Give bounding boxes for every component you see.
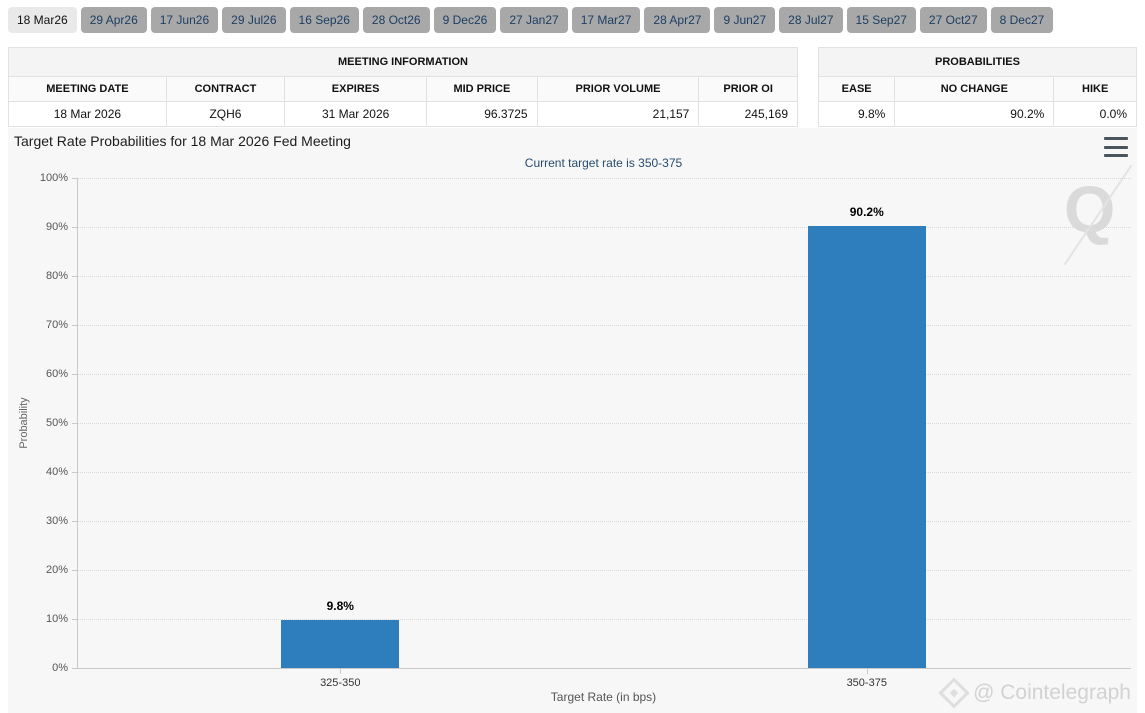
- y-gridline: [78, 276, 1131, 277]
- y-tick: [72, 570, 77, 571]
- x-tick-label: 350-375: [846, 677, 887, 689]
- y-tick-label: 30%: [45, 515, 68, 527]
- mid-price-value: 96.3725: [426, 101, 538, 127]
- y-tick-label: 50%: [45, 417, 68, 429]
- tab-29apr26[interactable]: 29 Apr26: [80, 7, 147, 33]
- x-axis-title: Target Rate (in bps): [550, 690, 657, 704]
- col-ease: EASE: [817, 76, 896, 102]
- y-gridline: [78, 374, 1131, 375]
- y-gridline: [78, 619, 1131, 620]
- brand-watermark: @ Cointelegraph: [938, 677, 1131, 709]
- y-tick-label: 80%: [45, 270, 68, 282]
- y-tick-label: 20%: [45, 564, 68, 576]
- bar-value-label: 90.2%: [849, 205, 884, 220]
- ease-value: 9.8%: [817, 101, 896, 127]
- prior-volume-value: 21,157: [536, 101, 700, 127]
- tab-9jun27[interactable]: 9 Jun27: [714, 7, 776, 33]
- y-gridline: [78, 423, 1131, 424]
- bar-350-375[interactable]: [807, 226, 926, 668]
- meeting-date-value: 18 Mar 2026: [8, 101, 167, 127]
- y-tick-label: 40%: [45, 466, 68, 478]
- y-tick: [72, 374, 77, 375]
- y-tick: [72, 668, 77, 669]
- meeting-information-table: MEETING INFORMATION MEETING DATE CONTRAC…: [8, 47, 798, 127]
- table-row: 18 Mar 2026 ZQH6 31 Mar 2026 96.3725 21,…: [8, 101, 798, 127]
- col-meeting-date: MEETING DATE: [8, 76, 167, 102]
- table-row: 9.8% 90.2% 0.0%: [817, 101, 1137, 127]
- y-tick-label: 90%: [45, 221, 68, 233]
- col-expires: EXPIRES: [284, 76, 428, 102]
- bar-325-350[interactable]: [281, 619, 400, 668]
- chart-subtitle: Current target rate is 350-375: [524, 156, 683, 170]
- y-tick: [72, 178, 77, 179]
- tab-28apr27[interactable]: 28 Apr27: [644, 7, 711, 33]
- tab-29jul26[interactable]: 29 Jul26: [222, 7, 286, 33]
- y-tick-label: 10%: [45, 613, 68, 625]
- prior-oi-value: 245,169: [698, 101, 798, 127]
- cointelegraph-diamond-icon: [938, 677, 970, 709]
- quikstrike-q-watermark: Q: [1064, 172, 1115, 246]
- y-tick: [72, 276, 77, 277]
- x-tick: [866, 669, 868, 674]
- tab-18mar26[interactable]: 18 Mar26: [8, 7, 77, 33]
- tab-8dec27[interactable]: 8 Dec27: [990, 7, 1054, 33]
- y-tick-label: 70%: [45, 319, 68, 331]
- y-tick-label: 100%: [39, 172, 68, 184]
- y-gridline: [78, 178, 1131, 179]
- tab-16sep26[interactable]: 16 Sep26: [289, 7, 359, 33]
- plot-area: [77, 178, 1131, 669]
- y-gridline: [78, 570, 1131, 571]
- y-tick-label: 0%: [52, 662, 68, 674]
- target-rate-chart: Target Rate Probabilities for 18 Mar 202…: [8, 128, 1137, 713]
- col-hike: HIKE: [1053, 76, 1137, 102]
- y-gridline: [78, 227, 1131, 228]
- brand-watermark-label: @ Cointelegraph: [973, 681, 1131, 704]
- col-no-change: NO CHANGE: [894, 76, 1055, 102]
- y-tick-label: 60%: [45, 368, 68, 380]
- col-contract: CONTRACT: [165, 76, 286, 102]
- hike-value: 0.0%: [1053, 101, 1137, 127]
- y-tick: [72, 325, 77, 326]
- tab-17jun26[interactable]: 17 Jun26: [150, 7, 219, 33]
- x-tick: [340, 669, 342, 674]
- y-gridline: [78, 325, 1131, 326]
- col-prior-volume: PRIOR VOLUME: [536, 76, 700, 102]
- x-tick-label: 325-350: [320, 677, 361, 689]
- col-prior-oi: PRIOR OI: [698, 76, 798, 102]
- meeting-information-title: MEETING INFORMATION: [8, 47, 798, 77]
- no-change-value: 90.2%: [894, 101, 1055, 127]
- tab-27oct27[interactable]: 27 Oct27: [919, 7, 987, 33]
- tab-28jul27[interactable]: 28 Jul27: [779, 7, 843, 33]
- expires-value: 31 Mar 2026: [284, 101, 428, 127]
- tab-17mar27[interactable]: 17 Mar27: [571, 7, 641, 33]
- chart-title: Target Rate Probabilities for 18 Mar 202…: [14, 133, 351, 149]
- tab-27jan27[interactable]: 27 Jan27: [500, 7, 568, 33]
- tab-15sep27[interactable]: 15 Sep27: [846, 7, 916, 33]
- tab-9dec26[interactable]: 9 Dec26: [433, 7, 497, 33]
- y-tick: [72, 521, 77, 522]
- contract-value: ZQH6: [165, 101, 286, 127]
- meeting-date-tabbar: 18 Mar26 29 Apr26 17 Jun26 29 Jul26 16 S…: [8, 7, 1054, 33]
- y-gridline: [78, 472, 1131, 473]
- y-tick: [72, 619, 77, 620]
- y-gridline: [78, 521, 1131, 522]
- tab-28oct26[interactable]: 28 Oct26: [362, 7, 430, 33]
- y-tick: [72, 472, 77, 473]
- y-tick: [72, 227, 77, 228]
- y-tick: [72, 423, 77, 424]
- col-mid-price: MID PRICE: [426, 76, 538, 102]
- hamburger-icon[interactable]: [1102, 135, 1130, 159]
- probabilities-table: PROBABILITIES EASE NO CHANGE HIKE 9.8% 9…: [817, 47, 1137, 127]
- probabilities-title: PROBABILITIES: [818, 47, 1137, 77]
- bar-value-label: 9.8%: [326, 598, 354, 613]
